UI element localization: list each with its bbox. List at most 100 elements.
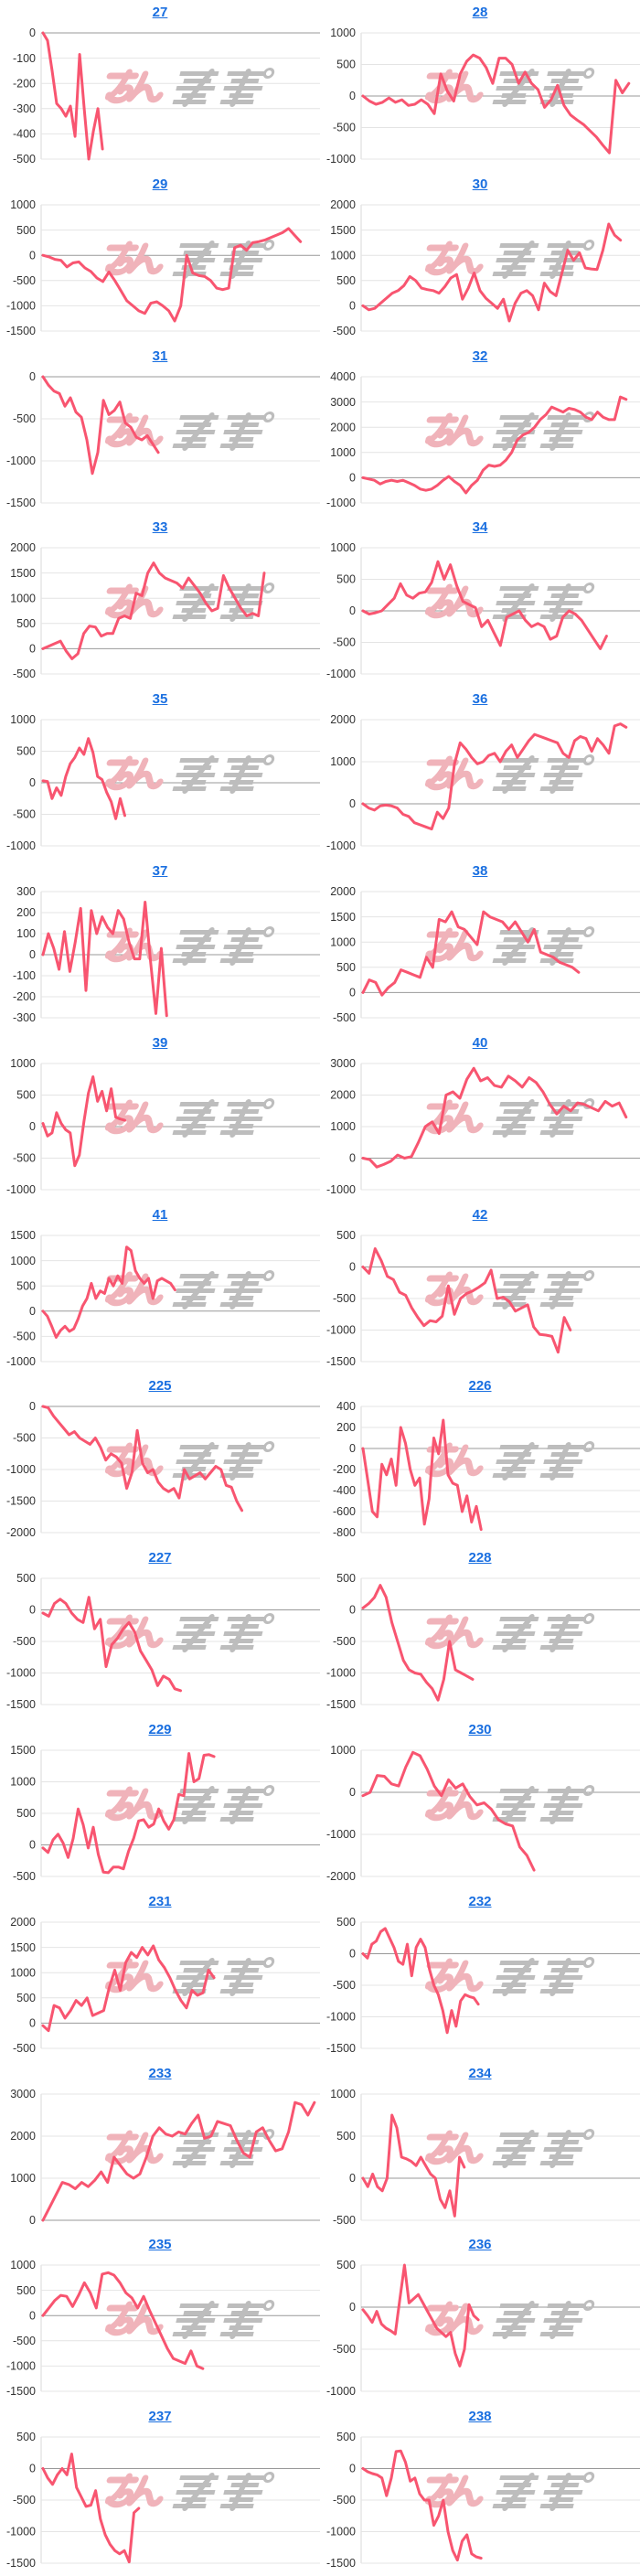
y-tick-label: 1000	[10, 2172, 36, 2185]
chart-title-link-30[interactable]: 30	[472, 176, 488, 192]
chart-title-link-27[interactable]: 27	[152, 5, 168, 20]
minrepo-watermark-logo	[103, 1099, 274, 1135]
y-tick-label: 0	[349, 1604, 356, 1617]
minrepo-watermark-logo	[103, 69, 274, 105]
chart-cell-38: 38 2000 1500 1000 500 0 -500	[320, 859, 640, 1031]
y-tick-label: -500	[13, 1870, 36, 1883]
chart-title-link-230[interactable]: 230	[468, 1721, 492, 1737]
y-tick-label: 0	[29, 1604, 36, 1617]
chart-title-link-35[interactable]: 35	[152, 691, 168, 708]
y-tick-label: 1500	[10, 1941, 36, 1954]
chart-title-link-29[interactable]: 29	[152, 176, 168, 192]
chart-title-link-37[interactable]: 37	[152, 862, 168, 879]
y-tick-label: -1000	[6, 1355, 36, 1368]
data-series-line	[41, 2453, 141, 2564]
line-chart-235: 1000 500 0 -500 -1000 -1500	[6, 2260, 320, 2399]
y-tick-label: 500	[336, 1916, 356, 1929]
chart-title-link-226[interactable]: 226	[468, 1378, 492, 1395]
chart-title-link-40[interactable]: 40	[472, 1034, 488, 1051]
chart-title-link-225[interactable]: 225	[148, 1378, 172, 1395]
chart-cell-236: 236 500 0 -500 -1000	[320, 2232, 640, 2404]
y-tick-label: 500	[336, 2260, 356, 2272]
y-tick-label: 500	[16, 224, 36, 237]
minrepo-watermark-logo	[423, 2302, 594, 2337]
chart-title-link-236[interactable]: 236	[468, 2237, 492, 2253]
chart-title-link-33[interactable]: 33	[152, 519, 168, 536]
y-tick-label: -1500	[6, 325, 36, 337]
y-tick-label: 1000	[10, 1057, 36, 1070]
chart-title-link-231[interactable]: 231	[148, 1893, 172, 1909]
y-tick-label: 0	[29, 948, 36, 961]
y-tick-label: -1500	[326, 1698, 356, 1711]
chart-title-link-34[interactable]: 34	[472, 519, 488, 536]
y-tick-label: -2000	[6, 1527, 36, 1540]
y-tick-label: -1000	[326, 153, 356, 166]
y-tick-label: 500	[16, 1279, 36, 1292]
data-series-line	[41, 2100, 316, 2222]
chart-cell-238: 238 500 0 -500 -1000 -1500	[320, 2404, 640, 2576]
chart-title-link-31[interactable]: 31	[152, 347, 168, 364]
minrepo-watermark-logo	[423, 756, 594, 792]
chart-title-link-28[interactable]: 28	[472, 5, 488, 20]
chart-title-link-229[interactable]: 229	[148, 1721, 172, 1737]
y-tick-label: 0	[349, 2302, 356, 2314]
y-tick-label: -1000	[6, 299, 36, 312]
y-tick-label: -500	[13, 1635, 36, 1648]
line-chart-40: 3000 2000 1000 0 -1000	[326, 1057, 640, 1196]
y-tick-label: 1500	[10, 1229, 36, 1242]
chart-cell-233: 233 3000 2000 1000 0	[0, 2061, 320, 2233]
chart-title-link-41[interactable]: 41	[152, 1206, 168, 1223]
y-tick-label: -1000	[6, 1464, 36, 1477]
chart-title-link-237[interactable]: 237	[148, 2409, 172, 2425]
chart-title-link-235[interactable]: 235	[148, 2237, 172, 2253]
y-tick-label: 2000	[10, 2130, 36, 2143]
chart-title-link-238[interactable]: 238	[468, 2409, 492, 2425]
chart-title-link-32[interactable]: 32	[472, 347, 488, 364]
y-tick-label: 2000	[330, 713, 356, 726]
y-tick-label: -500	[13, 2042, 36, 2055]
y-tick-label: -500	[13, 1432, 36, 1445]
y-tick-label: -500	[13, 2494, 36, 2507]
chart-cell-228: 228 500 0 -500 -1000 -1500	[320, 1545, 640, 1717]
y-tick-label: -500	[333, 1292, 356, 1305]
y-tick-label: -500	[333, 325, 356, 337]
y-tick-label: 500	[336, 59, 356, 71]
y-tick-label: 300	[16, 885, 36, 898]
chart-title-link-42[interactable]: 42	[472, 1206, 488, 1223]
y-tick-label: 500	[16, 1088, 36, 1101]
chart-title-link-234[interactable]: 234	[468, 2065, 492, 2081]
minrepo-watermark-logo	[103, 1786, 274, 1822]
y-tick-label: 2000	[10, 1916, 36, 1929]
y-tick-label: -100	[13, 969, 36, 982]
line-chart-31: 0 -500 -1000 -1500	[6, 370, 320, 509]
chart-title-link-36[interactable]: 36	[472, 691, 488, 708]
chart-title-link-232[interactable]: 232	[468, 1893, 492, 1909]
minrepo-watermark-logo	[103, 2474, 274, 2509]
y-tick-label: -200	[13, 77, 36, 90]
data-series-line	[361, 222, 623, 323]
y-tick-label: -500	[333, 2494, 356, 2507]
y-tick-label: 500	[336, 1229, 356, 1242]
data-series-line	[41, 2271, 205, 2371]
chart-title-link-39[interactable]: 39	[152, 1034, 168, 1051]
y-tick-label: 1500	[330, 224, 356, 237]
line-chart-30: 2000 1500 1000 500 0 -500	[330, 198, 640, 337]
chart-title-link-233[interactable]: 233	[148, 2065, 172, 2081]
chart-title-link-38[interactable]: 38	[472, 862, 488, 879]
data-series-line	[41, 1596, 182, 1693]
line-chart-34: 1000 500 0 -500 -1000	[326, 542, 640, 681]
y-tick-label: 0	[29, 2016, 36, 2029]
y-tick-label: 500	[336, 573, 356, 586]
y-tick-label: -500	[333, 122, 356, 134]
data-series-line	[41, 1405, 244, 1512]
y-tick-label: -1500	[6, 1495, 36, 1508]
data-series-line	[361, 1750, 536, 1872]
chart-title-link-228[interactable]: 228	[468, 1550, 492, 1566]
line-chart-38: 2000 1500 1000 500 0 -500	[330, 885, 640, 1024]
y-tick-label: 0	[349, 1151, 356, 1164]
y-tick-label: 500	[336, 2130, 356, 2143]
y-tick-label: 4000	[330, 370, 356, 383]
chart-title-link-227[interactable]: 227	[148, 1550, 172, 1566]
chart-cell-34: 34 1000 500 0 -500 -1000	[320, 515, 640, 687]
